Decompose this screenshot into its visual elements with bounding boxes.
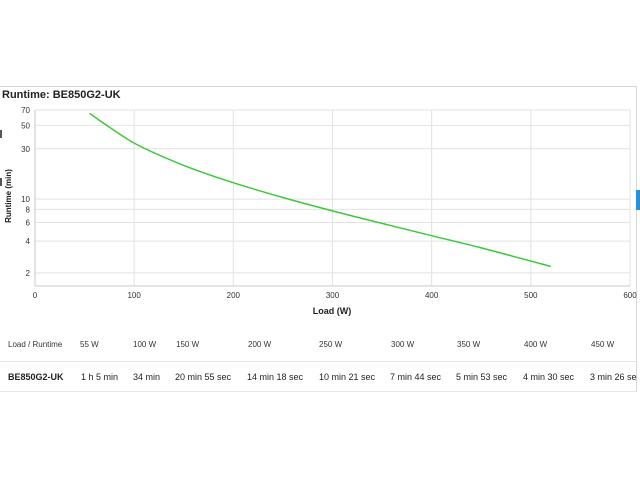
- table-header-cell: 150 W: [176, 340, 200, 349]
- y-axis-label: Runtime (min): [4, 169, 13, 223]
- table-header-row: Load / Runtime 55 W 100 W 150 W 200 W 25…: [0, 330, 637, 360]
- x-tick-label: 500: [524, 291, 538, 300]
- y-tick-label: 2: [26, 269, 31, 278]
- x-tick-label: 400: [425, 291, 439, 300]
- table-cell: 7 min 44 sec: [390, 372, 442, 382]
- table-cell: 20 min 55 sec: [175, 372, 232, 382]
- scroll-tab[interactable]: [636, 190, 640, 210]
- edge-marker: [0, 178, 2, 186]
- table-cell: 4 min 30 sec: [523, 372, 575, 382]
- edge-marker: [0, 130, 2, 138]
- chart-grid: [34, 109, 631, 286]
- table-header-cell: 450 W: [591, 340, 615, 349]
- y-tick-labels: 2 4 6 810 30 50 70: [21, 106, 30, 278]
- y-tick-label: 70: [21, 106, 30, 115]
- table-header-cell: 350 W: [457, 340, 481, 349]
- runtime-table: Load / Runtime 55 W 100 W 150 W 200 W 25…: [0, 330, 637, 392]
- chart-title: Runtime: BE850G2-UK: [2, 89, 121, 101]
- chart-axes: [34, 110, 630, 287]
- y-tick-label: 4: [26, 237, 31, 246]
- table-cell: 10 min 21 sec: [319, 372, 376, 382]
- table-header-cell: 300 W: [391, 340, 415, 349]
- table-header-label: Load / Runtime: [8, 340, 63, 349]
- y-tick-label: 10: [21, 195, 30, 204]
- y-tick-label: 30: [21, 145, 30, 154]
- table-cell: 3 min 26 sec: [590, 372, 637, 382]
- table-model-cell: BE850G2-UK: [8, 372, 64, 382]
- table-header-cell: 55 W: [80, 340, 99, 349]
- table-header-cell: 200 W: [248, 340, 272, 349]
- y-tick-label: 8: [26, 205, 31, 214]
- x-tick-label: 200: [227, 291, 241, 300]
- y-tick-label: 50: [21, 121, 30, 130]
- x-tick-label: 0: [33, 291, 38, 300]
- table-header-cell: 400 W: [524, 340, 548, 349]
- table-cell: 5 min 53 sec: [456, 372, 508, 382]
- x-axis-label: Load (W): [313, 306, 352, 316]
- runtime-chart: 0 100 200 300 400 500 600 2 4 6 810 30 50 70 Load (W…: [4, 106, 637, 316]
- chart-panel: [0, 86, 637, 392]
- table-cell: 34 min: [133, 372, 161, 382]
- x-tick-label: 600: [623, 291, 637, 300]
- table-header-cell: 250 W: [319, 340, 343, 349]
- table-cell: 14 min 18 sec: [247, 372, 304, 382]
- table-header-cell: 100 W: [133, 340, 157, 349]
- table-row: BE850G2-UK 1 h 5 min 34 min 20 min 55 se…: [0, 361, 637, 392]
- x-tick-label: 100: [127, 291, 141, 300]
- runtime-series-line: [89, 112, 551, 268]
- x-tick-label: 300: [326, 291, 340, 300]
- y-tick-label: 6: [26, 219, 31, 228]
- x-tick-labels: 0 100 200 300 400 500 600: [33, 291, 637, 300]
- table-cell: 1 h 5 min: [81, 372, 119, 382]
